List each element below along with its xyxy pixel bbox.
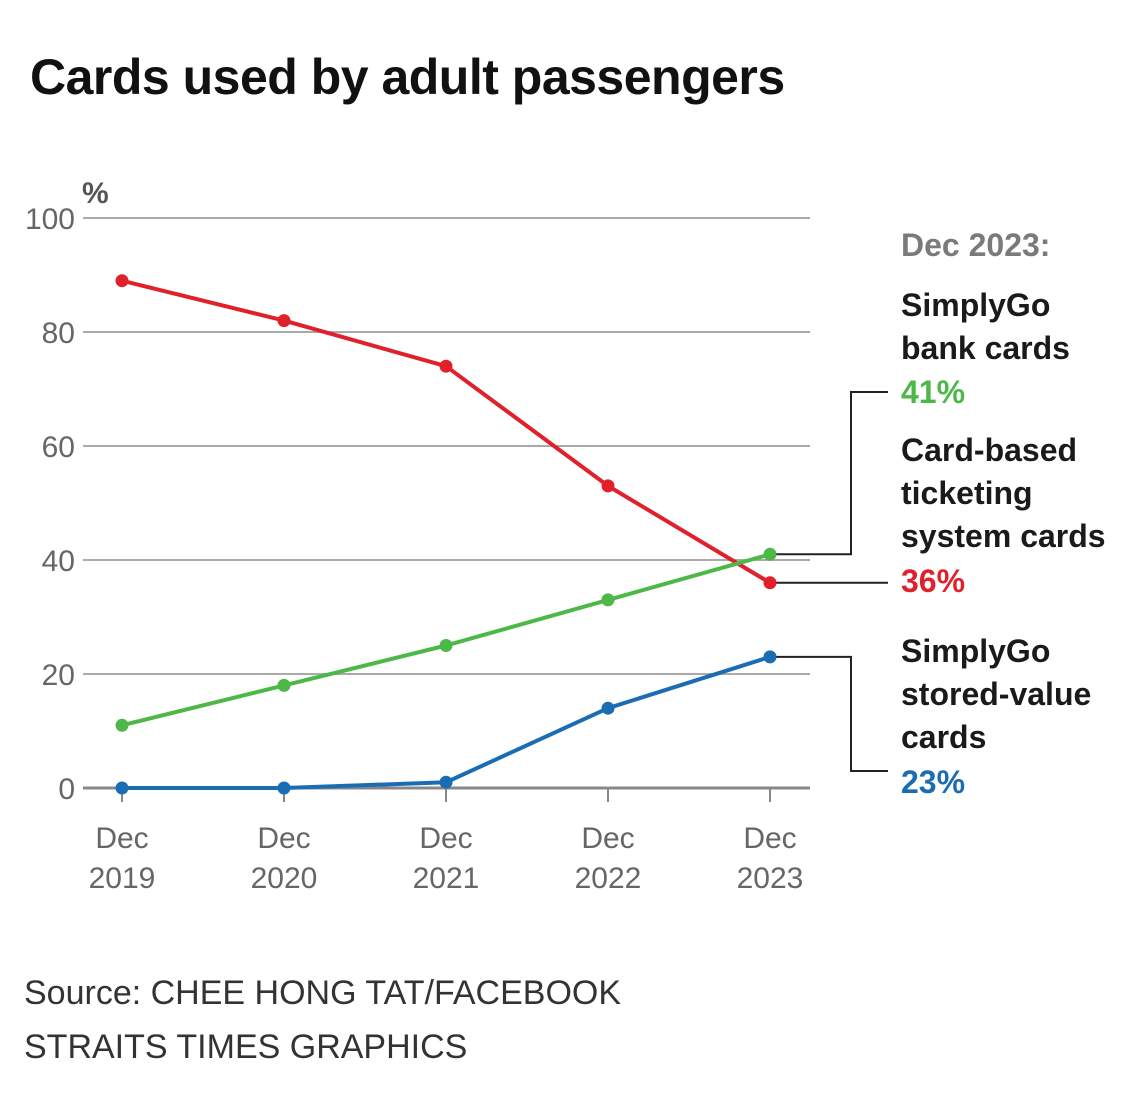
series-line [121, 278, 772, 585]
x-tick-label: Dec [419, 822, 472, 855]
series-line [122, 654, 771, 790]
label-bank-cards: SimplyGo bank cards [901, 287, 1070, 366]
leader-line-stored-value-cards [775, 655, 888, 772]
data-point [439, 775, 453, 789]
data-point [763, 547, 777, 561]
data-point [115, 718, 129, 732]
y-tick-label: 80 [42, 317, 75, 350]
y-tick-label: 60 [42, 431, 75, 464]
x-tick-label: 2020 [251, 862, 318, 895]
data-point [601, 701, 615, 715]
value-cbt-cards: 36% [901, 563, 966, 599]
y-axis-label: % [82, 177, 109, 210]
data-point [277, 781, 291, 795]
data-point [763, 576, 777, 590]
data-point [601, 479, 615, 493]
value-bank-cards: 41% [901, 374, 966, 410]
y-tick-label: 20 [42, 659, 75, 692]
data-point [277, 678, 291, 692]
data-point [601, 593, 615, 607]
x-tick-label: 2021 [413, 862, 480, 895]
value-stored-value-cards: 23% [901, 764, 966, 800]
data-point [439, 359, 453, 373]
data-point [115, 781, 129, 795]
annotation-header: Dec 2023: [901, 227, 1051, 263]
data-point [763, 650, 777, 664]
x-tick-label: Dec [581, 822, 634, 855]
data-point [439, 639, 453, 652]
x-tick-label: 2022 [575, 862, 642, 895]
data-point [277, 314, 291, 328]
data-point [115, 274, 129, 288]
y-tick-label: 0 [58, 773, 75, 806]
leader-line-bank-cards [775, 391, 888, 556]
y-tick-label: 100 [25, 203, 75, 236]
x-tick-label: 2019 [89, 862, 156, 895]
x-tick-label: Dec [257, 822, 310, 855]
x-tick-label: Dec [95, 822, 148, 855]
label-stored-value-cards: SimplyGo stored-value cards [901, 633, 1092, 755]
credit-text: STRAITS TIMES GRAPHICS [24, 1028, 468, 1066]
chart-title: Cards used by adult passengers [30, 49, 785, 105]
footer: Source: CHEE HONG TAT/FACEBOOK STRAITS T… [24, 966, 621, 1074]
source-text: Source: CHEE HONG TAT/FACEBOOK [24, 974, 622, 1012]
x-tick-label: Dec [743, 822, 796, 855]
x-tick-label: 2023 [737, 862, 804, 895]
y-tick-label: 40 [42, 545, 75, 578]
label-cbt-cards: Card-based ticketing system cards [901, 432, 1106, 554]
